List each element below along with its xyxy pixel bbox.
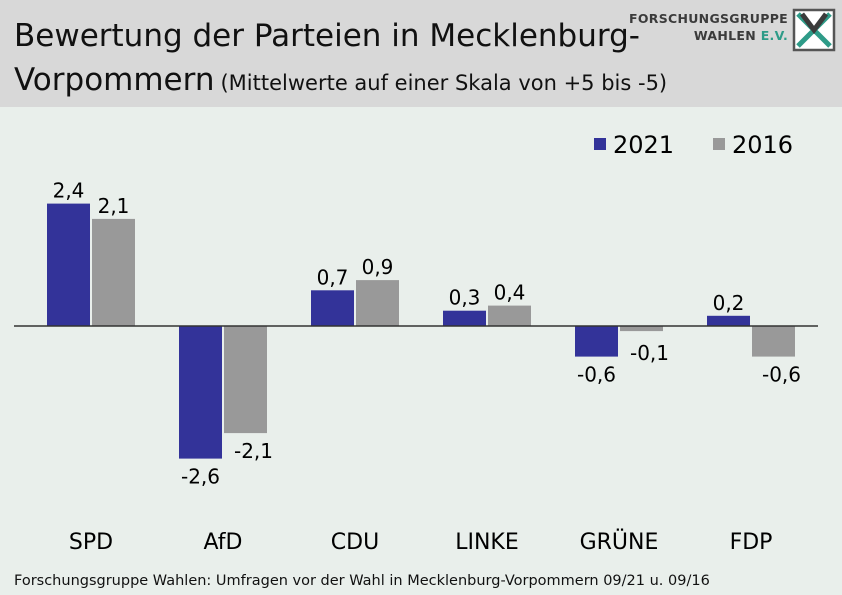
- value-label-2016-cdu: 0,9: [362, 255, 394, 279]
- category-label-afd: AfD: [204, 530, 243, 555]
- legend-label-2021: 2021: [613, 131, 674, 159]
- value-label-2021-fdp: 0,2: [713, 291, 745, 315]
- logo-text-wahlen: WAHLEN: [693, 28, 757, 43]
- bar-2021-fdp: [707, 315, 750, 326]
- value-label-2021-grüne: -0,6: [577, 363, 616, 387]
- bars: [47, 203, 795, 459]
- logo-text-ev: E.V.: [760, 28, 788, 43]
- chart-subtitle: (Mittelwerte auf einer Skala von +5 bis …: [220, 71, 668, 95]
- legend-swatch-2021: [594, 138, 606, 150]
- bar-2021-spd: [47, 203, 90, 326]
- value-label-2021-spd: 2,4: [53, 179, 85, 203]
- bar-2016-spd: [92, 218, 135, 326]
- value-label-2021-linke: 0,3: [449, 286, 481, 310]
- legend-label-2016: 2016: [732, 131, 793, 159]
- value-label-2016-spd: 2,1: [98, 194, 130, 218]
- logo-text-line1: FORSCHUNGSGRUPPE: [629, 11, 788, 26]
- bar-2021-linke: [443, 310, 486, 326]
- category-label-spd: SPD: [69, 530, 113, 555]
- header: Bewertung der Parteien in Mecklenburg- V…: [0, 0, 842, 107]
- category-label-linke: LINKE: [455, 530, 519, 555]
- value-label-2021-cdu: 0,7: [317, 265, 349, 289]
- bar-2016-afd: [224, 326, 267, 434]
- bar-2021-cdu: [311, 290, 354, 326]
- logo-text-line2: WAHLEN E.V.: [694, 28, 788, 43]
- bar-2016-fdp: [752, 326, 795, 357]
- bar-2016-cdu: [356, 280, 399, 326]
- legend: 2021 2016: [594, 131, 793, 159]
- category-label-grüne: GRÜNE: [580, 529, 659, 555]
- logo-mark-icon: [792, 8, 836, 52]
- chart-title-line1: Bewertung der Parteien in Mecklenburg-: [14, 18, 640, 54]
- value-label-2016-fdp: -0,6: [762, 363, 801, 387]
- bar-2016-grüne: [620, 326, 663, 332]
- bar-2016-linke: [488, 305, 531, 326]
- value-label-2016-linke: 0,4: [494, 281, 526, 305]
- category-label-cdu: CDU: [331, 530, 379, 555]
- category-label-fdp: FDP: [730, 530, 773, 555]
- chart-title-line2-text: Vorpommern: [14, 62, 215, 98]
- bar-2021-grüne: [575, 326, 618, 357]
- bar-2021-afd: [179, 326, 222, 459]
- legend-swatch-2016: [713, 138, 725, 150]
- bar-chart: 2021 2016 2,4 2,1 -2,6 -2,1 0,7 0,9 0,3 0,4 -0,6…: [14, 131, 818, 555]
- value-labels: 2,4 2,1 -2,6 -2,1 0,7 0,9 0,3 0,4 -0,6 -0,1 0,2 -0,…: [53, 179, 801, 489]
- value-label-2021-afd: -2,6: [181, 465, 220, 489]
- value-label-2016-afd: -2,1: [234, 439, 273, 463]
- source-footer: Forschungsgruppe Wahlen: Umfragen vor de…: [14, 573, 710, 589]
- category-labels: SPD AfD CDU LINKE GRÜNE FDP: [69, 529, 773, 555]
- logo: FORSCHUNGSGRUPPE WAHLEN E.V.: [629, 8, 838, 52]
- value-label-2016-grüne: -0,1: [630, 341, 669, 365]
- chart-title-line2: Vorpommern (Mittelwerte auf einer Skala v…: [14, 62, 667, 101]
